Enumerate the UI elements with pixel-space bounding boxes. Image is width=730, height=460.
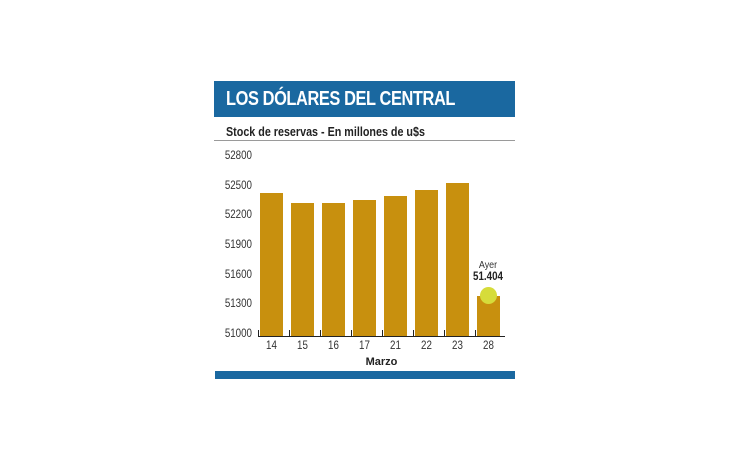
highlight-dot — [480, 287, 497, 304]
x-tick-mark — [475, 330, 476, 336]
x-tick-mark — [382, 330, 383, 336]
x-tick-mark — [413, 330, 414, 336]
x-tick-label: 17 — [359, 340, 370, 352]
x-tick-label: 15 — [297, 340, 308, 352]
annotation-label: Ayer — [478, 259, 498, 271]
y-tick-label: 52800 — [224, 150, 252, 162]
x-tick-label: 22 — [421, 340, 432, 352]
annotation-value: 51.404 — [473, 271, 503, 283]
footer-bar — [215, 371, 515, 379]
x-tick-mark — [444, 330, 445, 336]
bar-15 — [291, 202, 314, 336]
x-tick-label: 23 — [452, 340, 463, 352]
chart-title: LOS DÓLARES DEL CENTRAL — [226, 88, 455, 110]
bar-14 — [260, 192, 283, 336]
y-tick-label: 51300 — [224, 298, 252, 311]
subtitle-divider — [214, 140, 515, 141]
chart-header: LOS DÓLARES DEL CENTRAL — [214, 81, 515, 117]
bar-21 — [384, 195, 407, 336]
bar-23 — [446, 182, 469, 336]
y-tick-label: 51000 — [224, 328, 252, 340]
x-tick-label: 16 — [328, 340, 339, 352]
x-tick-label: 21 — [390, 340, 401, 352]
x-axis-title: Marzo — [365, 356, 398, 368]
x-tick-mark — [289, 330, 290, 336]
bar-16 — [322, 202, 345, 336]
bar-28 — [477, 296, 500, 336]
x-tick-mark — [258, 330, 259, 336]
y-tick-label: 52500 — [224, 179, 252, 192]
x-tick-mark — [320, 330, 321, 336]
bar-22 — [415, 189, 438, 336]
chart-subtitle: Stock de reservas - En millones de u$s — [226, 125, 425, 139]
y-tick-label: 51900 — [224, 239, 252, 251]
x-axis-line — [258, 336, 505, 337]
bar-17 — [353, 199, 376, 336]
x-tick-label: 28 — [483, 340, 494, 352]
y-tick-label: 52200 — [224, 209, 252, 222]
x-tick-label: 14 — [266, 340, 277, 352]
x-tick-mark — [351, 330, 352, 336]
y-tick-label: 51600 — [224, 268, 252, 281]
